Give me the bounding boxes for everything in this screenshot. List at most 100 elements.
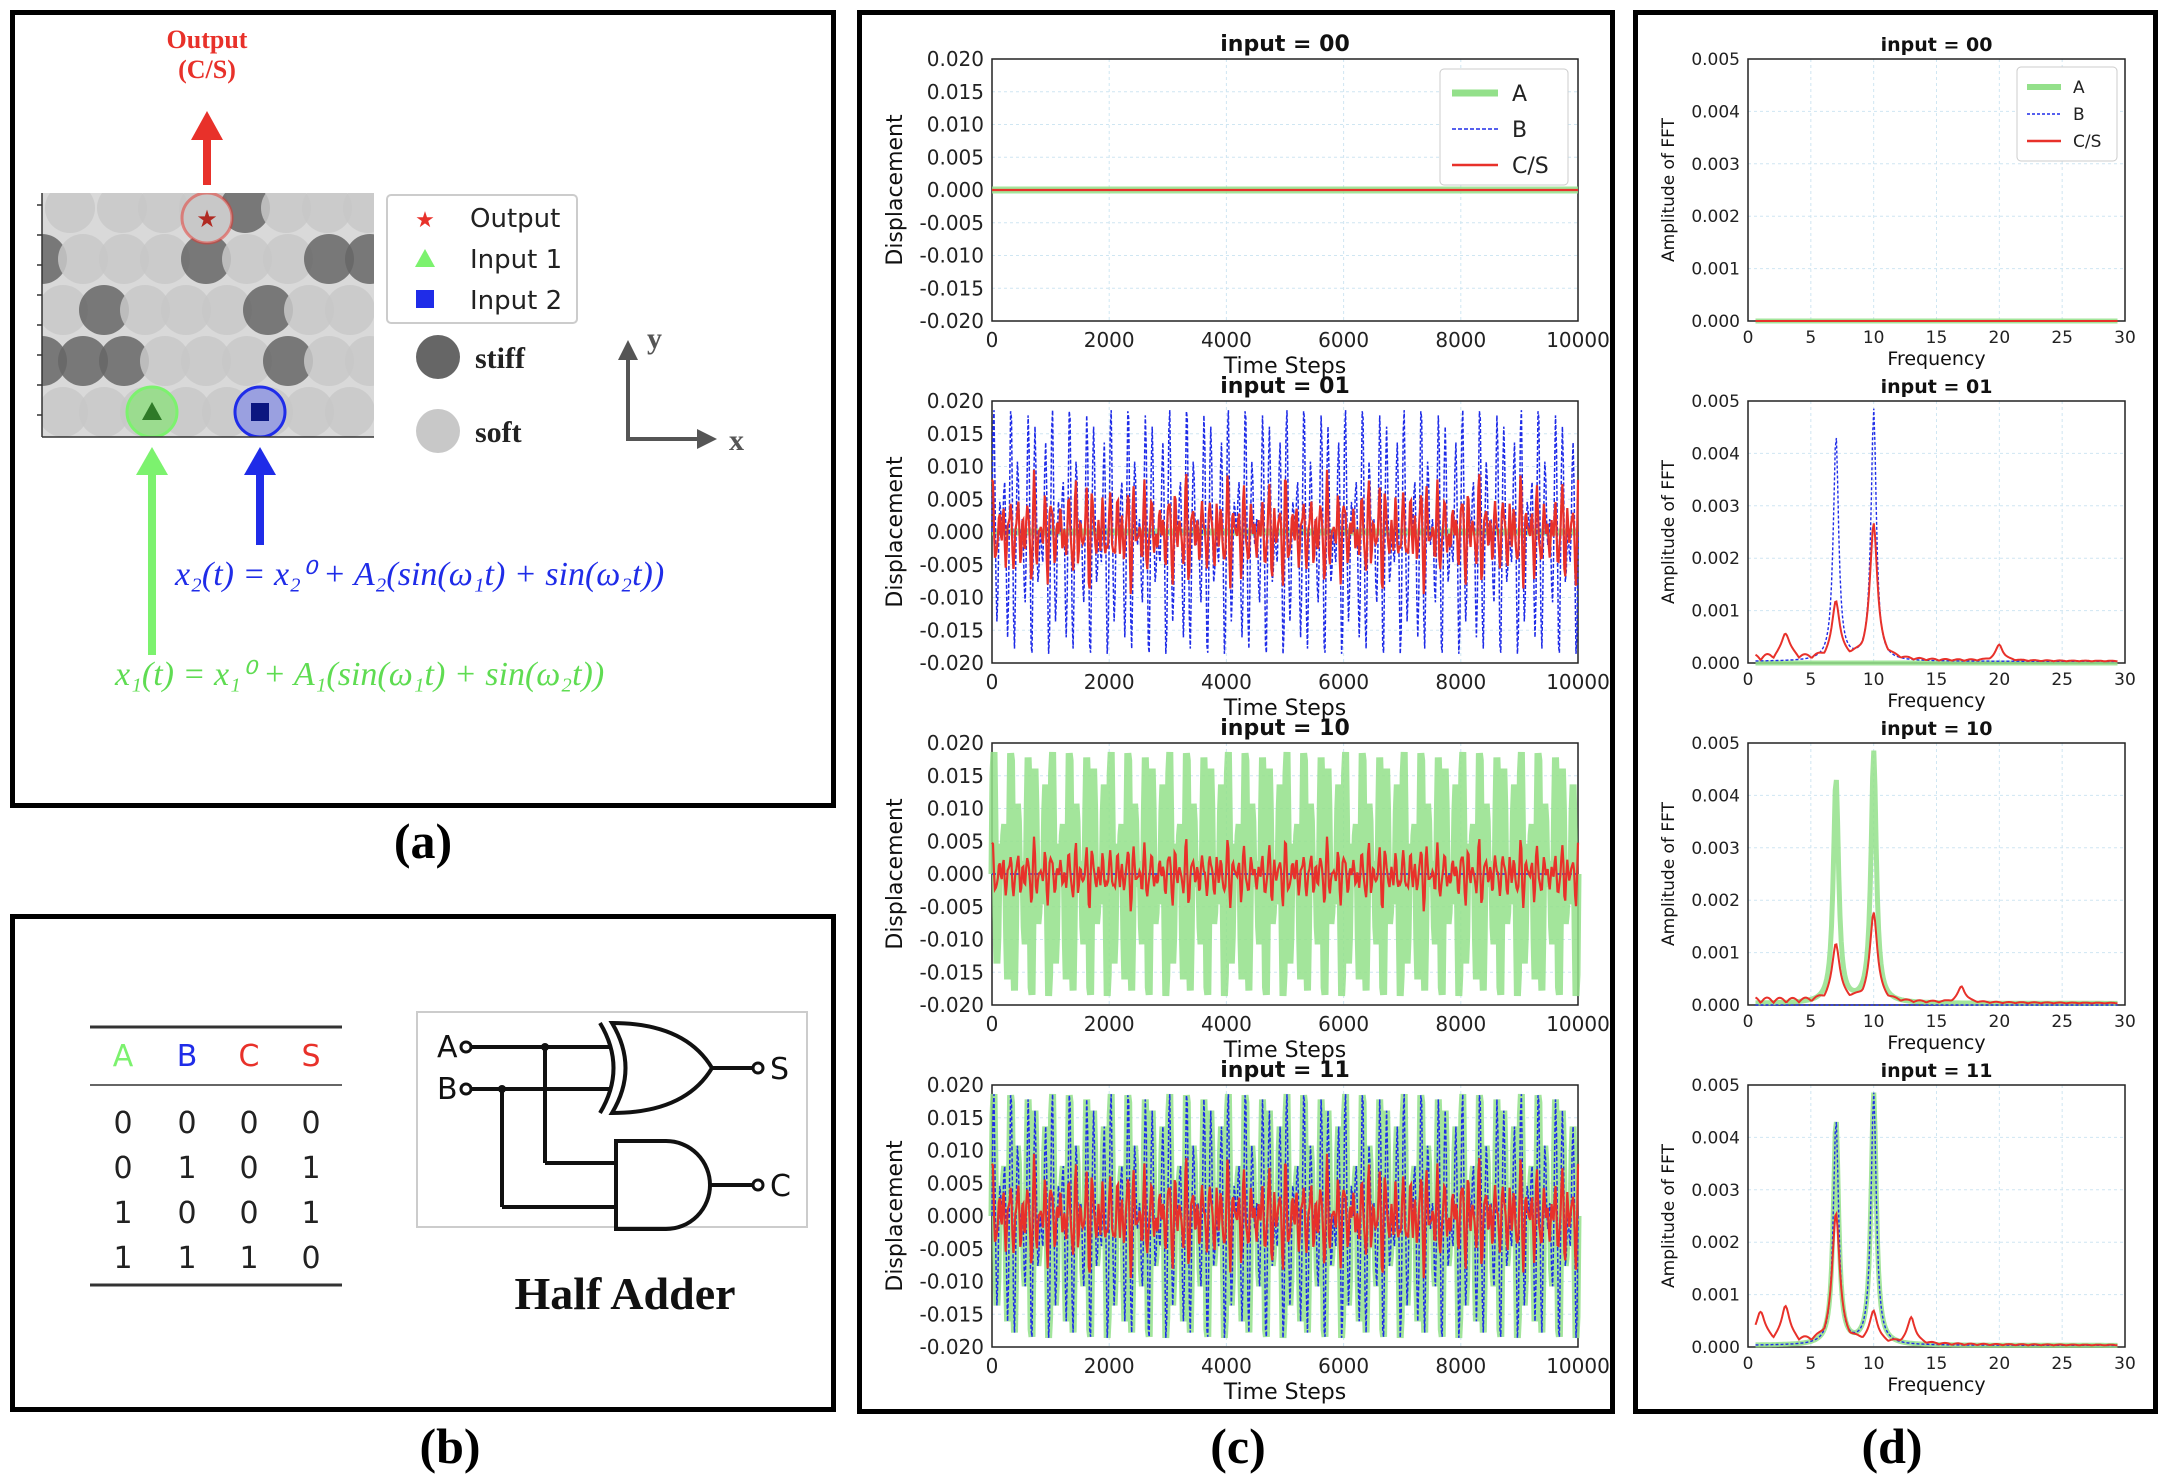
soft-disk [202,285,252,335]
soft-disk [45,193,95,233]
x-tick-label: 8000 [1435,1012,1486,1036]
x-tick-label: 10000 [1546,328,1610,352]
chart-title: input = 01 [1881,376,1993,398]
output-arrow-head [191,111,223,140]
y-tick-label: -0.010 [920,928,984,952]
x-tick-label: 20 [1989,328,2011,348]
y-tick-label: -0.015 [920,1302,984,1326]
soft-disk [284,285,334,335]
soft-disk [325,285,374,335]
truth-cell: 1 [113,1241,132,1276]
chart-title: input = 10 [1220,716,1350,741]
soft-disk [222,234,272,284]
half-adder-caption: Half Adder [514,1268,735,1319]
soft-disk [263,234,313,284]
x-tick-label: 2000 [1084,1354,1135,1378]
output-s-terminal [751,1061,765,1075]
lattice-disks: ★ [42,193,374,437]
soft-disk [120,285,170,335]
stiff-disk [58,336,108,386]
truth-cell: 1 [113,1196,132,1231]
legend-input2: Input 2 [470,286,562,316]
y-tick-label: 0.000 [1691,654,1740,674]
time-chart: 0.020 0.015 0.010 0.005 0.000 -0.005 -0.010 -0.… [883,1058,1610,1405]
y-tick-label: 0.003 [1691,497,1740,517]
y-tick-label: -0.010 [920,586,984,610]
y-axis-label: Displacement [883,1140,908,1292]
truth-cell: 1 [301,1196,320,1231]
star-icon: ★ [415,208,435,233]
y-tick-label: -0.005 [920,1237,984,1261]
x-tick-label: 15 [1926,670,1948,690]
square-icon [416,290,434,308]
y-tick-label: 0.005 [927,145,984,169]
legend-label: B [2073,105,2085,125]
fft-chart: 0.005 0.004 0.003 0.002 0.001 0.0000 5 10 15 20 25… [1659,376,2136,712]
x-tick-label: 25 [2051,1354,2073,1374]
y-tick-label: -0.010 [920,1270,984,1294]
soft-disk [302,193,352,233]
fft-line-c-s [1754,1210,2118,1347]
output-label-cs: (C/S) [178,55,236,84]
truth-cell: 0 [239,1196,258,1231]
y-tick-label: -0.020 [920,1335,984,1359]
axis-y-label: y [647,322,662,355]
x-tick-label: 0 [986,1012,999,1036]
fft-line-c-s [1754,912,2118,1005]
circuit-output-s: S [770,1052,789,1087]
stiff-disk [79,285,129,335]
y-tick-label: 0.000 [1691,1338,1740,1358]
x-tick-label: 15 [1926,328,1948,348]
truth-cell: 1 [177,1151,196,1186]
x-tick-label: 0 [1743,328,1754,348]
legend-label: A [2073,78,2085,98]
fft-line-c-s [1754,523,2118,663]
x-tick-label: 10 [1863,1012,1885,1032]
x-axis-label: Time Steps [1223,696,1346,721]
truth-cell: 1 [177,1241,196,1276]
x-tick-label: 10 [1863,670,1885,690]
stiff-disk [42,234,67,284]
y-tick-label: 0.003 [1691,1181,1740,1201]
y-tick-label: 0.015 [927,422,984,446]
y-tick-label: -0.020 [920,309,984,333]
table-header-s: S [301,1039,320,1074]
panel-d: 0.005 0.004 0.003 0.002 0.001 0.000 0 5 10 15 20 25… [1633,10,2158,1414]
series-line-c-s [991,1153,1580,1279]
y-tick-label: -0.015 [920,960,984,984]
x-tick-label: 4000 [1201,1012,1252,1036]
y-tick-label: 0.001 [1691,260,1740,280]
axis-x-label: x [729,424,744,457]
y-tick-label: 0.001 [1691,1286,1740,1306]
input2-arrow-head [244,447,276,475]
x-tick-label: 0 [1743,1012,1754,1032]
truth-cell: 0 [177,1106,196,1141]
soft-disk [138,193,188,233]
x-axis-label: Time Steps [1223,1038,1346,1063]
panel-c: 0.020 0.015 0.010 0.005 0.000 -0.005 -0.010 -0.… [857,10,1615,1414]
y-axis-label: Amplitude of FFT [1659,1143,1679,1288]
x-tick-label: 0 [1743,1354,1754,1374]
x-tick-label: 25 [2051,1012,2073,1032]
x-axis-label: Frequency [1887,690,1985,712]
panel-c-charts: 0.020 0.015 0.010 0.005 0.000 -0.005 -0.010 -0.… [883,32,1610,1405]
soft-disk [97,193,147,233]
table-header-b: B [177,1039,198,1074]
x-tick-label: 5 [1805,1354,1816,1374]
y-tick-label: 0.000 [927,520,984,544]
y-axis-arrow-head [618,340,638,360]
lattice-legend [386,194,578,324]
y-tick-label: 0.002 [1691,891,1740,911]
panel-b-figure: A B C S 0 0 0 0 0 1 0 1 1 0 0 1 1 1 1 0 A B [90,1011,808,1319]
panel-a-figure: Output (C/S) ★ ★ Output Input 1 Input 2 … [37,25,744,693]
legend-input1: Input 1 [470,245,562,275]
y-tick-label: 0.004 [1691,444,1740,464]
y-tick-label: -0.005 [920,553,984,577]
y-tick-label: 0.020 [927,389,984,413]
stiff-disk [243,285,293,335]
x-tick-label: 6000 [1318,328,1369,352]
y-tick-label: 0.002 [1691,207,1740,227]
soft-disk [343,193,374,233]
time-chart: 0.020 0.015 0.010 0.005 0.000 -0.005 -0.010 -0.… [883,32,1610,379]
y-tick-label: 0.020 [927,731,984,755]
